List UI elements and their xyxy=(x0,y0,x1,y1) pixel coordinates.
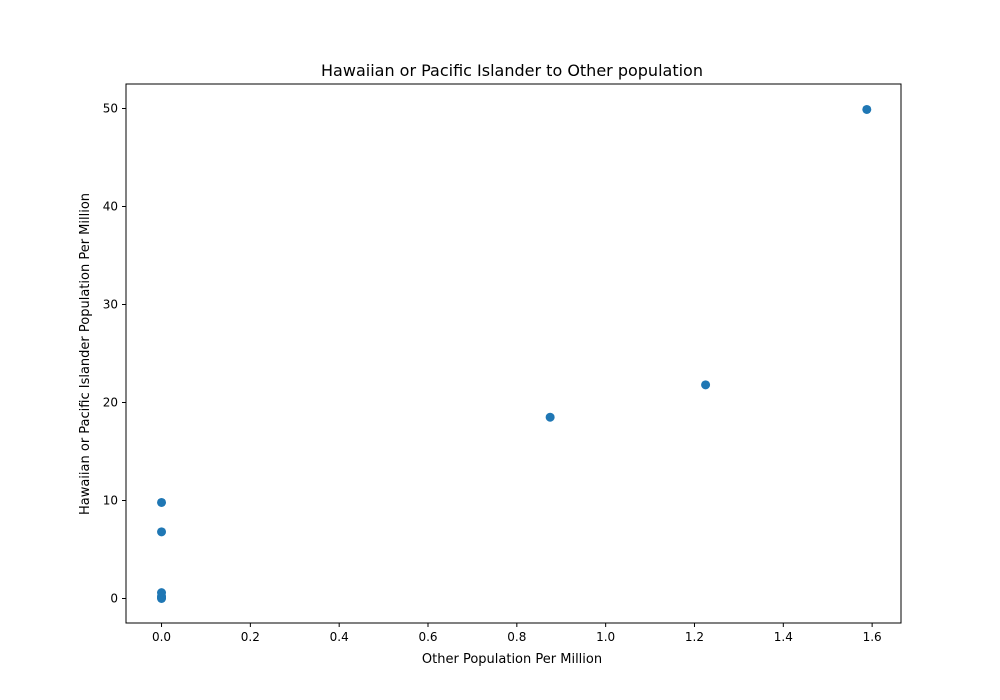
scatter-point xyxy=(157,527,167,537)
y-tick-label: 10 xyxy=(103,494,118,508)
x-tick-label: 1.2 xyxy=(685,630,704,644)
x-tick-label: 0.8 xyxy=(507,630,526,644)
scatter-point xyxy=(701,380,711,390)
plot-area xyxy=(125,83,902,624)
x-tick-label: 0.4 xyxy=(330,630,349,644)
x-tick-label: 1.4 xyxy=(774,630,793,644)
data-points xyxy=(157,104,872,603)
chart-title: Hawaiian or Pacific Islander to Other po… xyxy=(321,61,703,80)
scatter-point xyxy=(157,497,167,507)
scatter-point xyxy=(157,588,167,598)
y-axis-label: Hawaiian or Pacific Islander Population … xyxy=(78,193,93,515)
scatter-point xyxy=(862,104,872,114)
x-tick-label: 1.0 xyxy=(596,630,615,644)
y-axis-ticks: 0 10 20 30 40 50 xyxy=(103,102,126,606)
y-tick-label: 30 xyxy=(103,298,118,312)
x-tick-label: 0.0 xyxy=(152,630,171,644)
y-tick-label: 40 xyxy=(103,200,118,214)
scatter-point xyxy=(545,412,555,422)
x-tick-label: 0.6 xyxy=(418,630,437,644)
x-tick-label: 1.6 xyxy=(863,630,882,644)
axes-frame xyxy=(125,83,902,624)
y-tick-label: 0 xyxy=(110,592,118,606)
x-tick-label: 0.2 xyxy=(241,630,260,644)
x-axis-label: Other Population Per Million xyxy=(422,652,602,667)
y-tick-label: 50 xyxy=(103,102,118,116)
x-axis-ticks: 0.0 0.2 0.4 0.6 0.8 1.0 1.2 1.4 1.6 xyxy=(152,623,882,644)
y-tick-label: 20 xyxy=(103,396,118,410)
